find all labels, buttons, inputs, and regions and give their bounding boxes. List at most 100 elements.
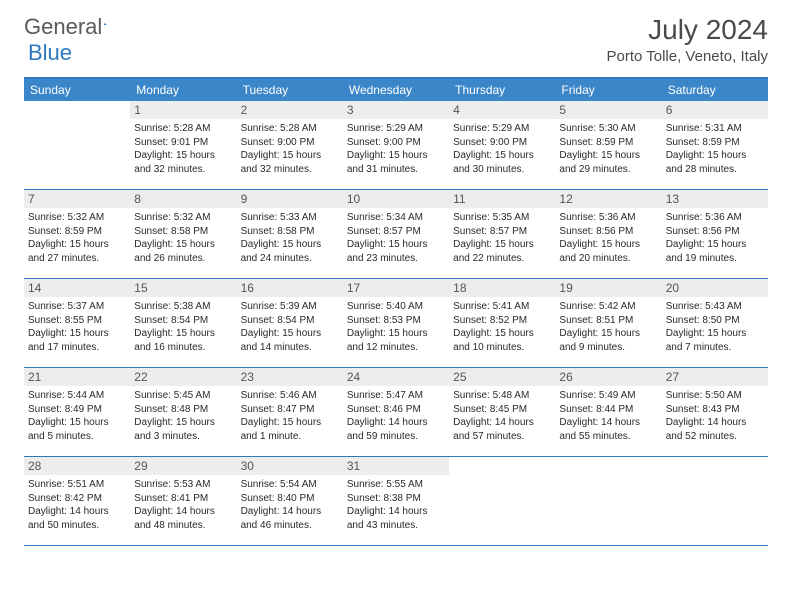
day-number: 16	[237, 279, 343, 297]
daylight-text: Daylight: 15 hours	[347, 149, 445, 163]
daylight-text: and 30 minutes.	[453, 163, 551, 177]
daylight-text: and 57 minutes.	[453, 430, 551, 444]
sunrise-text: Sunrise: 5:30 AM	[559, 122, 657, 136]
sunset-text: Sunset: 8:59 PM	[559, 136, 657, 150]
day-header: Friday	[555, 79, 661, 101]
daylight-text: and 31 minutes.	[347, 163, 445, 177]
logo-text-2: Blue	[28, 40, 72, 66]
sunset-text: Sunset: 8:47 PM	[241, 403, 339, 417]
day-number: 17	[343, 279, 449, 297]
day-number: 5	[555, 101, 661, 119]
daylight-text: Daylight: 15 hours	[559, 238, 657, 252]
daylight-text: Daylight: 15 hours	[453, 327, 551, 341]
daylight-text: and 16 minutes.	[134, 341, 232, 355]
day-details: Sunrise: 5:36 AMSunset: 8:56 PMDaylight:…	[662, 208, 768, 269]
logo-flag-icon	[104, 16, 107, 32]
day-cell: 1Sunrise: 5:28 AMSunset: 9:01 PMDaylight…	[130, 101, 236, 189]
day-cell: 13Sunrise: 5:36 AMSunset: 8:56 PMDayligh…	[662, 190, 768, 278]
sunrise-text: Sunrise: 5:32 AM	[28, 211, 126, 225]
daylight-text: Daylight: 15 hours	[28, 327, 126, 341]
calendar: Sunday Monday Tuesday Wednesday Thursday…	[24, 77, 768, 546]
day-number: 4	[449, 101, 555, 119]
sunset-text: Sunset: 8:54 PM	[241, 314, 339, 328]
sunrise-text: Sunrise: 5:49 AM	[559, 389, 657, 403]
week-row: 7Sunrise: 5:32 AMSunset: 8:59 PMDaylight…	[24, 190, 768, 279]
sunrise-text: Sunrise: 5:53 AM	[134, 478, 232, 492]
daylight-text: Daylight: 14 hours	[559, 416, 657, 430]
daylight-text: Daylight: 14 hours	[347, 505, 445, 519]
sunset-text: Sunset: 9:00 PM	[347, 136, 445, 150]
sunrise-text: Sunrise: 5:41 AM	[453, 300, 551, 314]
sunset-text: Sunset: 8:48 PM	[134, 403, 232, 417]
daylight-text: and 20 minutes.	[559, 252, 657, 266]
day-header: Saturday	[662, 79, 768, 101]
sunset-text: Sunset: 8:59 PM	[666, 136, 764, 150]
sunrise-text: Sunrise: 5:51 AM	[28, 478, 126, 492]
sunrise-text: Sunrise: 5:45 AM	[134, 389, 232, 403]
daylight-text: and 28 minutes.	[666, 163, 764, 177]
daylight-text: Daylight: 15 hours	[241, 327, 339, 341]
daylight-text: Daylight: 15 hours	[28, 238, 126, 252]
day-details: Sunrise: 5:37 AMSunset: 8:55 PMDaylight:…	[24, 297, 130, 358]
month-title: July 2024	[607, 14, 769, 46]
sunrise-text: Sunrise: 5:36 AM	[666, 211, 764, 225]
day-number: 30	[237, 457, 343, 475]
sunrise-text: Sunrise: 5:46 AM	[241, 389, 339, 403]
daylight-text: Daylight: 14 hours	[347, 416, 445, 430]
daylight-text: and 19 minutes.	[666, 252, 764, 266]
day-details: Sunrise: 5:30 AMSunset: 8:59 PMDaylight:…	[555, 119, 661, 180]
sunrise-text: Sunrise: 5:47 AM	[347, 389, 445, 403]
day-cell: 27Sunrise: 5:50 AMSunset: 8:43 PMDayligh…	[662, 368, 768, 456]
day-details: Sunrise: 5:31 AMSunset: 8:59 PMDaylight:…	[662, 119, 768, 180]
week-row: 1Sunrise: 5:28 AMSunset: 9:01 PMDaylight…	[24, 101, 768, 190]
daylight-text: Daylight: 15 hours	[134, 416, 232, 430]
daylight-text: and 14 minutes.	[241, 341, 339, 355]
daylight-text: and 27 minutes.	[28, 252, 126, 266]
daylight-text: and 9 minutes.	[559, 341, 657, 355]
day-number: 31	[343, 457, 449, 475]
day-details: Sunrise: 5:38 AMSunset: 8:54 PMDaylight:…	[130, 297, 236, 358]
daylight-text: and 59 minutes.	[347, 430, 445, 444]
daylight-text: and 7 minutes.	[666, 341, 764, 355]
sunrise-text: Sunrise: 5:42 AM	[559, 300, 657, 314]
sunset-text: Sunset: 8:40 PM	[241, 492, 339, 506]
empty-cell	[662, 457, 768, 545]
sunrise-text: Sunrise: 5:54 AM	[241, 478, 339, 492]
sunrise-text: Sunrise: 5:37 AM	[28, 300, 126, 314]
logo: General	[24, 14, 126, 40]
daylight-text: and 5 minutes.	[28, 430, 126, 444]
sunrise-text: Sunrise: 5:40 AM	[347, 300, 445, 314]
daylight-text: and 46 minutes.	[241, 519, 339, 533]
daylight-text: Daylight: 15 hours	[241, 149, 339, 163]
day-details: Sunrise: 5:29 AMSunset: 9:00 PMDaylight:…	[449, 119, 555, 180]
sunrise-text: Sunrise: 5:35 AM	[453, 211, 551, 225]
sunset-text: Sunset: 8:59 PM	[28, 225, 126, 239]
day-cell: 7Sunrise: 5:32 AMSunset: 8:59 PMDaylight…	[24, 190, 130, 278]
day-details: Sunrise: 5:40 AMSunset: 8:53 PMDaylight:…	[343, 297, 449, 358]
day-cell: 5Sunrise: 5:30 AMSunset: 8:59 PMDaylight…	[555, 101, 661, 189]
day-details: Sunrise: 5:48 AMSunset: 8:45 PMDaylight:…	[449, 386, 555, 447]
sunset-text: Sunset: 8:50 PM	[666, 314, 764, 328]
daylight-text: and 55 minutes.	[559, 430, 657, 444]
daylight-text: Daylight: 15 hours	[28, 416, 126, 430]
day-number: 10	[343, 190, 449, 208]
daylight-text: and 1 minute.	[241, 430, 339, 444]
location: Porto Tolle, Veneto, Italy	[607, 48, 769, 65]
daylight-text: Daylight: 15 hours	[241, 416, 339, 430]
day-details: Sunrise: 5:45 AMSunset: 8:48 PMDaylight:…	[130, 386, 236, 447]
day-number: 28	[24, 457, 130, 475]
day-details: Sunrise: 5:32 AMSunset: 8:59 PMDaylight:…	[24, 208, 130, 269]
day-header: Wednesday	[343, 79, 449, 101]
sunset-text: Sunset: 8:58 PM	[241, 225, 339, 239]
day-details: Sunrise: 5:44 AMSunset: 8:49 PMDaylight:…	[24, 386, 130, 447]
daylight-text: Daylight: 15 hours	[666, 238, 764, 252]
day-number: 6	[662, 101, 768, 119]
sunset-text: Sunset: 8:54 PM	[134, 314, 232, 328]
daylight-text: and 52 minutes.	[666, 430, 764, 444]
day-details: Sunrise: 5:53 AMSunset: 8:41 PMDaylight:…	[130, 475, 236, 536]
day-number: 12	[555, 190, 661, 208]
daylight-text: and 24 minutes.	[241, 252, 339, 266]
day-number: 19	[555, 279, 661, 297]
weeks-container: 1Sunrise: 5:28 AMSunset: 9:01 PMDaylight…	[24, 101, 768, 546]
daylight-text: Daylight: 15 hours	[347, 238, 445, 252]
